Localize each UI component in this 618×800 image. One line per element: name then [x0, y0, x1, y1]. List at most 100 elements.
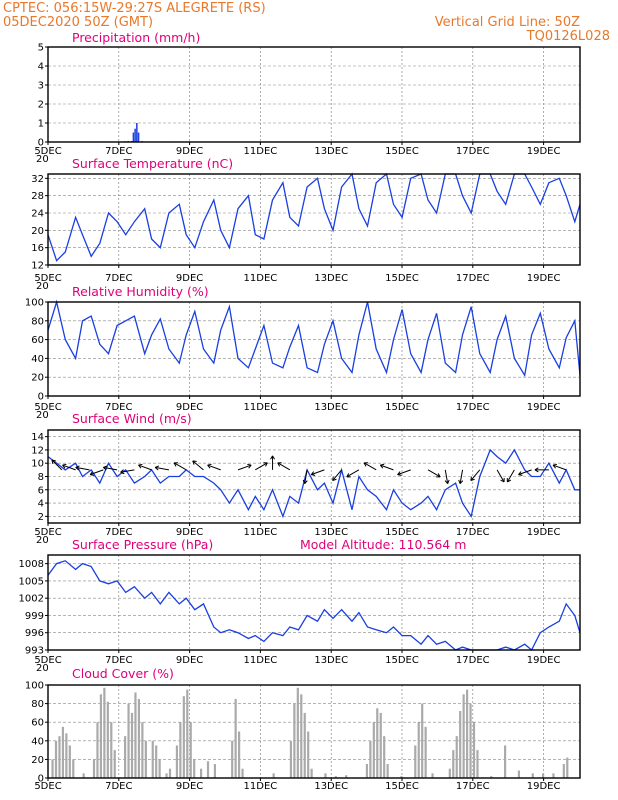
x-tick-label: 17DEC — [456, 527, 490, 538]
y-tick-label: 100 — [25, 681, 44, 692]
x-tick-label: 5DEC — [34, 655, 61, 666]
panel-0: Precipitation (mm/h) 0 1 2 3 4 5 5DEC 7DEC 9DEC 11… — [34, 30, 581, 165]
wind-arrow-head — [302, 479, 308, 484]
x-tick-label: 17DEC — [456, 146, 490, 157]
wind-arrow — [138, 464, 152, 471]
panel-subtitle: Model Altitude: 110.564 m — [300, 537, 466, 552]
wind-arrow-head — [444, 479, 450, 484]
x-tick-label: 11DEC — [244, 273, 278, 284]
bar — [324, 773, 327, 778]
panel-frame — [47, 301, 581, 397]
y-tick-label: 20 — [31, 226, 44, 237]
bar — [141, 722, 144, 778]
x-tick-label: 13DEC — [314, 781, 348, 792]
bar — [213, 764, 217, 778]
bar — [307, 731, 310, 778]
y-tick-label: 40 — [31, 354, 44, 365]
y-tick-label: 4 — [38, 499, 44, 510]
wind-arrow — [51, 459, 63, 471]
y-tick-label: 1002 — [19, 594, 44, 605]
bar — [345, 775, 348, 778]
bar — [103, 687, 106, 778]
wind-arrow-head — [436, 473, 441, 478]
y-tick-label: 10 — [31, 459, 44, 470]
bar — [234, 698, 237, 778]
x-tick-label: 7DEC — [105, 781, 132, 792]
x-tick-label: 7DEC — [105, 655, 132, 666]
bar — [379, 712, 382, 778]
bar — [531, 773, 534, 778]
bar — [182, 696, 185, 778]
bar — [144, 740, 147, 778]
x-tick-label: 15DEC — [385, 655, 419, 666]
bar — [238, 731, 241, 778]
wind-arrow-head — [470, 476, 475, 482]
wind-arrow — [192, 460, 204, 471]
y-tick-label: 28 — [31, 191, 44, 202]
x-tick-label: 7DEC — [105, 527, 132, 538]
bar — [469, 703, 472, 778]
y-tick-label: 0 — [38, 392, 44, 403]
bar — [462, 694, 465, 778]
y-tick-label: 14 — [31, 432, 44, 443]
x-tick-label: 5DEC — [34, 781, 61, 792]
wind-arrow — [120, 469, 135, 473]
bar — [552, 773, 555, 778]
wind-arrow-head — [102, 465, 108, 471]
x-tick-label: 17DEC — [456, 655, 490, 666]
bar — [134, 128, 136, 142]
series-line — [47, 172, 581, 262]
x-tick-label: 17DEC — [456, 781, 490, 792]
x-tick-label: 11DEC — [244, 527, 278, 538]
bar — [231, 740, 234, 778]
bar — [200, 768, 203, 778]
bar — [132, 132, 135, 142]
bar — [186, 689, 189, 778]
bar — [272, 773, 275, 778]
y-tick-label: 1 — [38, 119, 44, 130]
wind-arrow-head — [500, 477, 505, 483]
bar — [68, 745, 71, 778]
x-tick-label: 9DEC — [176, 273, 203, 284]
bar — [383, 736, 386, 778]
x-tick-stub: 20 — [36, 154, 49, 165]
wind-arrow — [552, 464, 567, 471]
x-tick-label: 19DEC — [527, 527, 561, 538]
panel-frame — [47, 429, 581, 524]
y-tick-label: 5 — [38, 43, 44, 54]
y-tick-label: 60 — [31, 718, 44, 729]
x-tick-label: 13DEC — [314, 527, 348, 538]
bar — [106, 701, 109, 778]
x-tick-label: 7DEC — [105, 402, 132, 413]
bar — [566, 757, 569, 778]
x-tick-label: 15DEC — [385, 527, 419, 538]
wind-arrow-head — [75, 465, 80, 471]
bar — [296, 687, 299, 778]
wind-arrow — [459, 469, 464, 484]
bar — [517, 770, 521, 778]
panel-4: Surface Pressure (hPa) Model Altitude: 11… — [19, 537, 581, 674]
wind-arrow — [496, 469, 505, 483]
wind-arrow — [155, 466, 169, 471]
wind-arrow-head — [332, 476, 337, 482]
wind-arrow-head — [173, 462, 179, 467]
header-line1: CPTEC: 056:15W-29:27S ALEGRETE (RS) — [3, 1, 266, 16]
y-tick-label: 0 — [38, 774, 44, 785]
wind-arrow-head — [51, 459, 56, 464]
wind-arrow — [89, 469, 104, 476]
bar — [459, 711, 462, 778]
bar — [369, 740, 372, 778]
y-tick-label: 20 — [31, 755, 44, 766]
x-tick-label: 19DEC — [527, 146, 561, 157]
x-tick-label: 5DEC — [34, 402, 61, 413]
y-tick-label: 996 — [25, 628, 44, 639]
x-tick-label: 13DEC — [314, 655, 348, 666]
bar — [206, 761, 210, 778]
bar — [96, 722, 99, 778]
x-tick-label: 5DEC — [34, 273, 61, 284]
bar — [372, 722, 375, 778]
x-tick-label: 5DEC — [34, 527, 61, 538]
panel-frame — [47, 173, 581, 266]
y-tick-label: 12 — [31, 261, 44, 272]
x-tick-stub: 20 — [36, 410, 49, 421]
